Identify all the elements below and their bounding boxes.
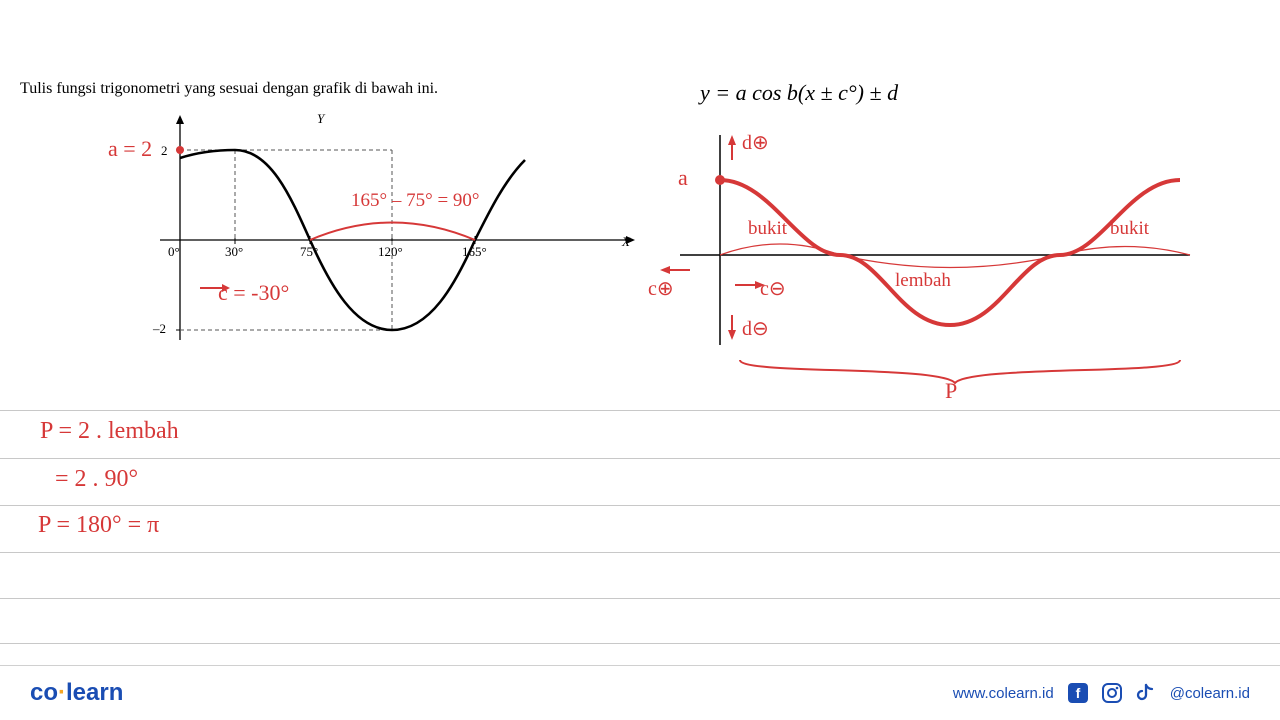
xtick-0: 0° xyxy=(168,244,180,260)
work-line-3: P = 180° = π xyxy=(38,512,159,539)
anno-c: c = -30° xyxy=(218,280,289,306)
footer-right: www.colearn.id f @colearn.id xyxy=(953,683,1250,703)
r-label-bukit2: bukit xyxy=(1110,218,1149,240)
xtick-30: 30° xyxy=(225,244,243,260)
ruled-line xyxy=(0,552,1280,553)
logo-part-a: co xyxy=(30,679,58,706)
y-axis-label: Y xyxy=(317,111,324,127)
r-label-c-left: c⊕ xyxy=(648,276,674,301)
ruled-line xyxy=(0,458,1280,459)
footer: co·learn www.colearn.id f @colearn.id xyxy=(0,665,1280,720)
instagram-icon xyxy=(1102,683,1122,703)
footer-handle: @colearn.id xyxy=(1170,685,1250,702)
anno-arc: 165° – 75° = 90° xyxy=(351,190,480,212)
svg-text:f: f xyxy=(1075,685,1080,701)
question-text: Tulis fungsi trigonometri yang sesuai de… xyxy=(20,80,438,98)
r-label-c-right: c⊖ xyxy=(760,276,786,301)
content-area: Tulis fungsi trigonometri yang sesuai de… xyxy=(0,0,1280,660)
ruled-line xyxy=(0,643,1280,644)
work-line-2: = 2 . 90° xyxy=(55,466,138,493)
logo-part-b: learn xyxy=(66,679,123,706)
xtick-165: 165° xyxy=(462,244,487,260)
anno-a: a = 2 xyxy=(108,136,152,162)
formula: y = a cos b(x ± c°) ± d xyxy=(700,80,898,106)
footer-url: www.colearn.id xyxy=(953,685,1054,702)
logo-dot: · xyxy=(58,679,66,706)
facebook-icon: f xyxy=(1068,683,1088,703)
x-axis-label: X xyxy=(622,234,630,250)
ruled-line xyxy=(0,505,1280,506)
work-line-1: P = 2 . lembah xyxy=(40,418,179,445)
ruled-line xyxy=(0,410,1280,411)
r-label-a: a xyxy=(678,165,688,191)
r-label-d-down: d⊖ xyxy=(742,316,769,341)
r-label-lembah: lembah xyxy=(895,270,951,292)
ytick-neg2: –2 xyxy=(153,321,166,337)
ruled-line xyxy=(0,598,1280,599)
xtick-75: 75° xyxy=(300,244,318,260)
tiktok-icon xyxy=(1136,683,1156,703)
left-graph xyxy=(130,110,640,350)
right-graph xyxy=(640,125,1200,405)
r-label-p: P xyxy=(945,378,957,404)
ytick-2: 2 xyxy=(161,143,168,159)
r-label-bukit1: bukit xyxy=(748,218,787,240)
r-label-d-up: d⊕ xyxy=(742,130,769,155)
logo: co·learn xyxy=(30,679,123,707)
xtick-120: 120° xyxy=(378,244,403,260)
